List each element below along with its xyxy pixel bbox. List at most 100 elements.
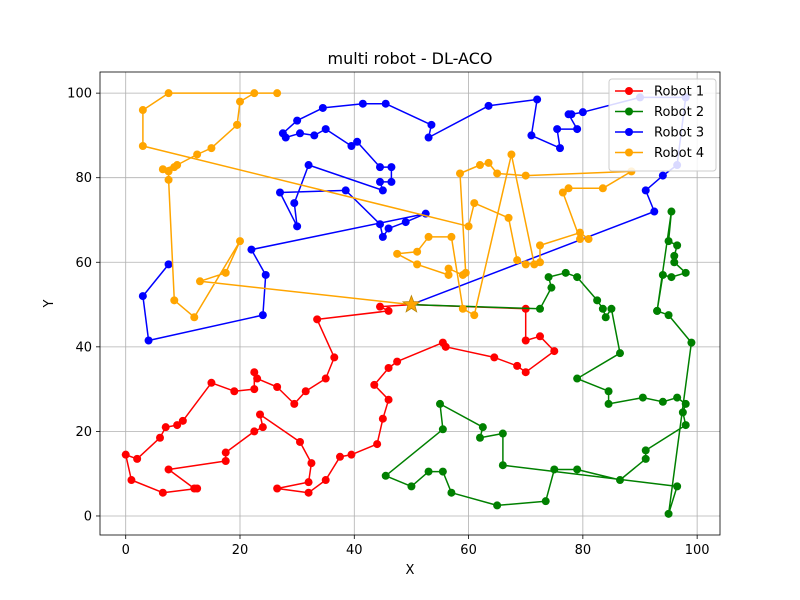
tick-labels: 0 20 40 60 80 100 0 20 40 60 80 100: [67, 87, 709, 558]
data-point: [301, 387, 310, 396]
data-point: [604, 399, 613, 408]
data-point: [438, 425, 447, 434]
data-point: [476, 433, 484, 442]
series-line: [124, 303, 556, 494]
data-point: [221, 448, 230, 457]
data-point: [456, 169, 464, 178]
data-point: [547, 283, 556, 292]
data-point: [253, 374, 262, 383]
legend-swatch-marker: [625, 148, 633, 157]
y-tick-label: 100: [67, 87, 92, 102]
plot-frame: [99, 71, 721, 536]
data-point: [358, 99, 367, 108]
x-tick-label: 40: [346, 543, 363, 558]
data-point: [293, 222, 302, 231]
data-point: [370, 380, 379, 389]
data-point: [504, 213, 513, 222]
data-point: [424, 467, 433, 476]
series-4: [138, 89, 636, 322]
data-point: [513, 256, 522, 265]
data-point: [673, 482, 682, 491]
data-point: [521, 368, 530, 377]
data-point: [313, 315, 322, 324]
data-point: [378, 186, 387, 195]
data-point: [381, 471, 390, 480]
data-point: [484, 158, 493, 167]
data-point: [378, 414, 387, 423]
data-point: [464, 222, 473, 231]
data-point: [673, 241, 682, 250]
data-point: [687, 338, 696, 347]
start-star-marker: [401, 294, 422, 313]
data-point: [196, 277, 204, 286]
data-point: [353, 137, 362, 146]
data-point: [681, 399, 690, 408]
data-point: [250, 385, 259, 394]
data-point: [556, 144, 564, 153]
data-point: [641, 186, 650, 195]
data-point: [490, 353, 499, 362]
data-point: [347, 450, 356, 459]
data-point: [498, 461, 507, 470]
data-point: [384, 224, 393, 233]
legend-label: Robot 2: [654, 105, 704, 120]
data-point: [650, 207, 659, 216]
series-2: [381, 207, 696, 518]
y-tick-label: 20: [75, 425, 92, 440]
data-point: [304, 478, 313, 487]
data-point: [138, 292, 147, 301]
data-point: [521, 260, 530, 269]
data-point: [247, 245, 256, 254]
data-point: [550, 465, 559, 474]
legend-box: [608, 78, 717, 172]
data-point: [336, 452, 344, 461]
data-point: [341, 186, 350, 195]
x-tick-label: 80: [575, 543, 592, 558]
data-point: [641, 454, 650, 463]
data-point: [221, 268, 230, 277]
data-point: [458, 270, 467, 279]
data-point: [536, 332, 544, 341]
data-point: [318, 103, 327, 112]
y-axis-label: Y: [42, 299, 57, 308]
data-point: [304, 161, 313, 170]
data-point: [258, 311, 267, 320]
data-point: [233, 120, 242, 129]
data-point: [307, 459, 316, 468]
data-point: [221, 457, 230, 466]
data-point: [601, 313, 610, 322]
data-point: [401, 218, 410, 227]
data-point: [598, 304, 607, 313]
data-point: [670, 251, 679, 260]
data-point: [667, 207, 676, 216]
data-point: [521, 336, 530, 345]
data-point: [290, 199, 299, 208]
data-point: [536, 304, 544, 313]
legend-label: Robot 3: [654, 126, 704, 141]
data-point: [681, 268, 690, 277]
data-point: [678, 408, 687, 417]
series-line: [384, 210, 693, 515]
data-point: [673, 393, 682, 402]
series-3: [138, 93, 690, 345]
series-1: [121, 300, 559, 497]
legend-label: Robot 4: [654, 146, 704, 161]
data-point: [170, 296, 179, 305]
data-point: [441, 342, 450, 351]
data-point: [616, 349, 624, 358]
data-point: [164, 465, 173, 474]
data-point: [173, 421, 182, 430]
data-point: [553, 125, 562, 134]
data-point: [476, 161, 484, 170]
data-point: [296, 437, 304, 446]
data-point: [144, 336, 153, 345]
data-point: [470, 199, 479, 208]
data-point: [387, 177, 396, 186]
y-tick-label: 80: [75, 171, 92, 186]
data-point: [658, 270, 667, 279]
data-point: [447, 488, 456, 497]
data-point: [424, 133, 433, 142]
data-point: [393, 357, 402, 366]
data-point: [250, 89, 259, 98]
data-point: [664, 509, 673, 518]
